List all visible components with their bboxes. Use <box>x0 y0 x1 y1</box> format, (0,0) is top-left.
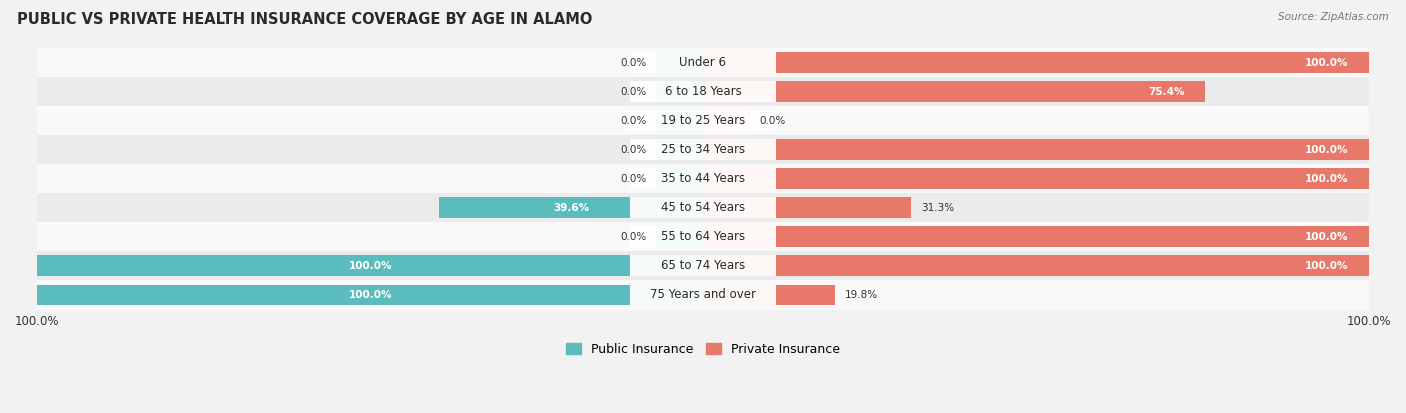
Bar <box>0 77 1406 106</box>
Bar <box>703 52 1369 73</box>
Bar <box>0 280 1406 309</box>
Bar <box>703 226 1369 247</box>
Text: 0.0%: 0.0% <box>620 57 647 68</box>
Text: Source: ZipAtlas.com: Source: ZipAtlas.com <box>1278 12 1389 22</box>
Text: 0.0%: 0.0% <box>620 145 647 155</box>
Bar <box>703 110 749 131</box>
Bar <box>630 285 776 306</box>
Bar <box>630 81 776 102</box>
Bar <box>630 256 776 276</box>
Bar <box>37 256 703 276</box>
Text: 19 to 25 Years: 19 to 25 Years <box>661 114 745 127</box>
Text: 55 to 64 Years: 55 to 64 Years <box>661 230 745 243</box>
Bar <box>0 252 1406 280</box>
Bar <box>657 52 703 73</box>
Bar <box>630 52 776 73</box>
Bar <box>703 139 1369 160</box>
Bar <box>630 139 776 160</box>
Bar <box>703 169 1369 189</box>
Bar <box>703 256 1369 276</box>
Bar <box>703 81 1205 102</box>
Text: 0.0%: 0.0% <box>620 232 647 242</box>
Bar <box>630 169 776 189</box>
Text: PUBLIC VS PRIVATE HEALTH INSURANCE COVERAGE BY AGE IN ALAMO: PUBLIC VS PRIVATE HEALTH INSURANCE COVER… <box>17 12 592 27</box>
Bar <box>0 106 1406 135</box>
Text: 0.0%: 0.0% <box>759 116 786 126</box>
Text: 75 Years and over: 75 Years and over <box>650 289 756 301</box>
Text: 31.3%: 31.3% <box>921 203 955 213</box>
Text: Under 6: Under 6 <box>679 56 727 69</box>
Bar <box>657 81 703 102</box>
Text: 25 to 34 Years: 25 to 34 Years <box>661 143 745 156</box>
Text: 35 to 44 Years: 35 to 44 Years <box>661 172 745 185</box>
Bar <box>630 197 776 218</box>
Text: 6 to 18 Years: 6 to 18 Years <box>665 85 741 98</box>
Text: 75.4%: 75.4% <box>1149 87 1185 97</box>
Text: 0.0%: 0.0% <box>620 87 647 97</box>
Bar <box>703 197 911 218</box>
Bar <box>657 139 703 160</box>
Text: 100.0%: 100.0% <box>1305 57 1348 68</box>
Text: 100.0%: 100.0% <box>1305 261 1348 271</box>
Bar <box>703 285 835 306</box>
Text: 39.6%: 39.6% <box>553 203 589 213</box>
Bar <box>0 48 1406 77</box>
Text: 100.0%: 100.0% <box>1305 145 1348 155</box>
Text: 45 to 54 Years: 45 to 54 Years <box>661 201 745 214</box>
Bar <box>657 226 703 247</box>
Text: 0.0%: 0.0% <box>620 174 647 184</box>
Text: 65 to 74 Years: 65 to 74 Years <box>661 259 745 273</box>
Legend: Public Insurance, Private Insurance: Public Insurance, Private Insurance <box>561 338 845 361</box>
Text: 100.0%: 100.0% <box>1305 232 1348 242</box>
Bar <box>630 110 776 131</box>
Text: 19.8%: 19.8% <box>845 290 877 300</box>
Bar <box>37 285 703 306</box>
Text: 100.0%: 100.0% <box>349 261 392 271</box>
Text: 0.0%: 0.0% <box>620 116 647 126</box>
Text: 100.0%: 100.0% <box>349 290 392 300</box>
Bar <box>657 169 703 189</box>
Bar <box>0 222 1406 252</box>
Text: 100.0%: 100.0% <box>1305 174 1348 184</box>
Bar <box>439 197 703 218</box>
Bar <box>0 135 1406 164</box>
Bar <box>630 226 776 247</box>
Bar <box>657 110 703 131</box>
Bar <box>0 164 1406 193</box>
Bar <box>0 193 1406 222</box>
